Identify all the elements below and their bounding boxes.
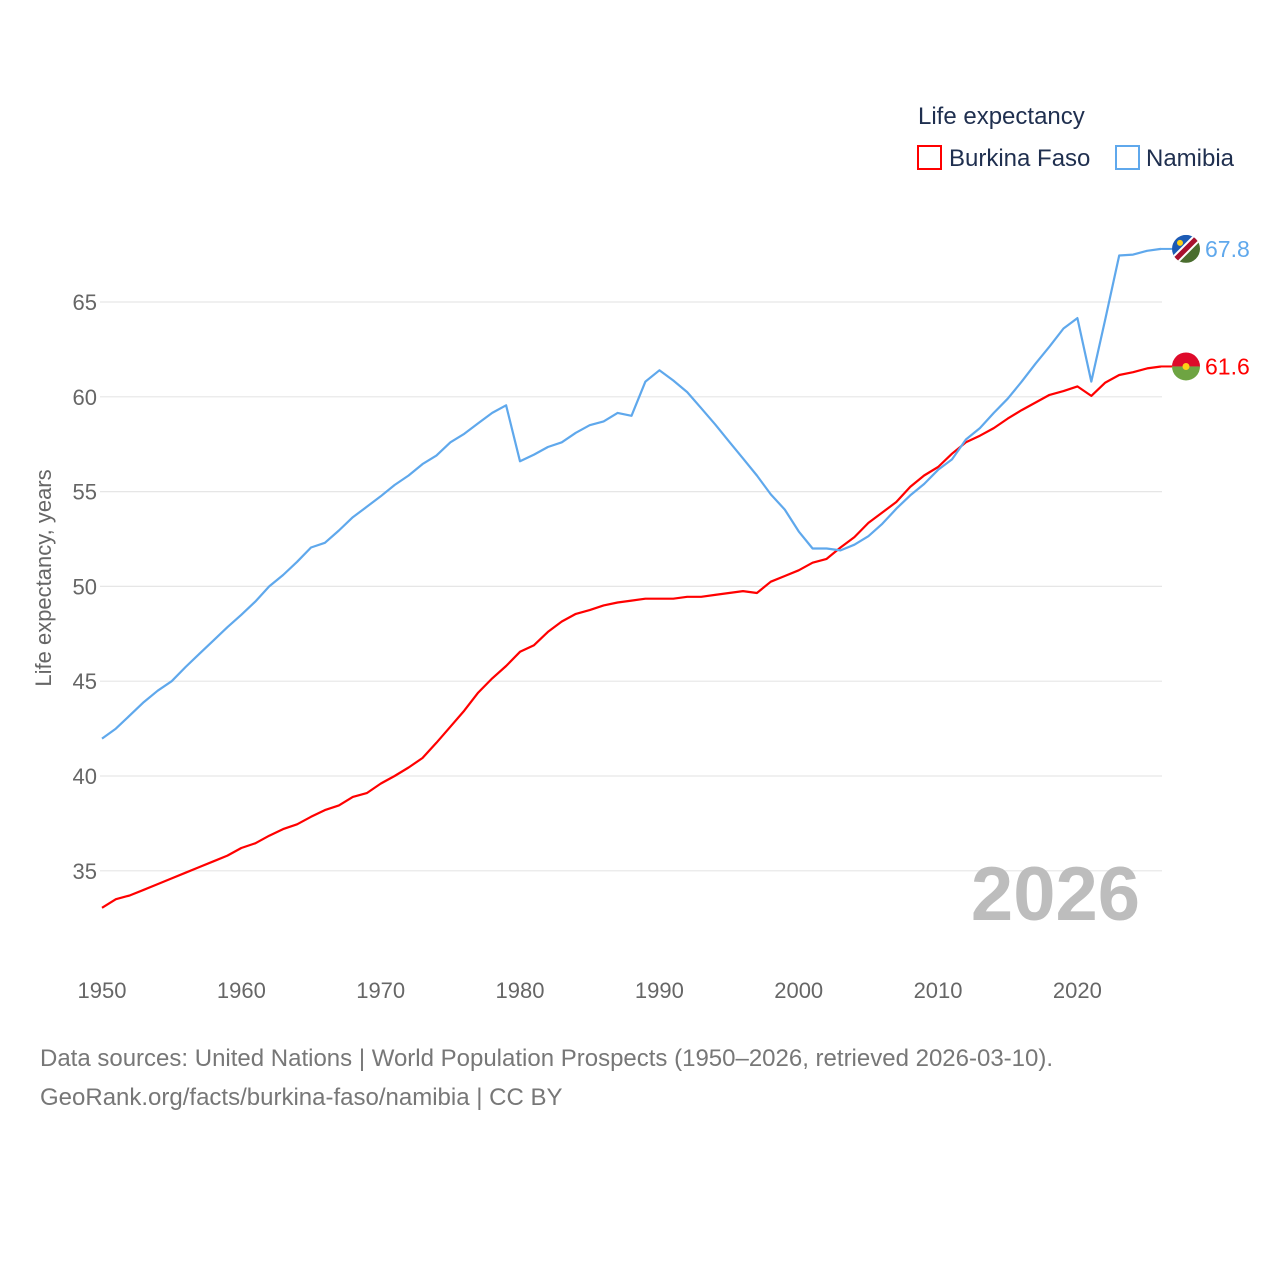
legend-item-namibia[interactable]: Namibia bbox=[1115, 145, 1235, 172]
series-line-namibia[interactable] bbox=[101, 247, 1162, 740]
y-tick-label: 45 bbox=[73, 669, 97, 694]
y-tick-label: 60 bbox=[73, 385, 97, 410]
y-tick-label: 35 bbox=[73, 859, 97, 884]
x-tick-label: 2020 bbox=[1053, 978, 1102, 1003]
end-value-label: 61.6 bbox=[1205, 353, 1250, 379]
x-axis-ticks: 1950 1960 1970 1980 1990 2000 2010 2020 bbox=[78, 978, 1102, 1003]
series-lines bbox=[101, 247, 1162, 909]
y-tick-label: 50 bbox=[73, 574, 97, 599]
legend-label: Burkina Faso bbox=[949, 145, 1090, 172]
series-end-labels: 61.6 67.8 bbox=[1161, 234, 1250, 381]
x-tick-label: 1960 bbox=[217, 978, 266, 1003]
footer-link[interactable]: GeoRank.org/facts/burkina-faso/namibia |… bbox=[40, 1084, 563, 1111]
legend-swatch bbox=[1115, 145, 1140, 170]
y-tick-label: 55 bbox=[73, 480, 97, 505]
end-value-label: 67.8 bbox=[1205, 236, 1250, 262]
y-tick-label: 65 bbox=[73, 290, 97, 315]
y-tick-label: 40 bbox=[73, 764, 97, 789]
x-tick-label: 2000 bbox=[774, 978, 823, 1003]
series-line-burkina-faso[interactable] bbox=[101, 365, 1162, 909]
namibia-flag-icon bbox=[1172, 234, 1200, 263]
legend-title: Life expectancy bbox=[918, 103, 1085, 130]
x-tick-label: 1980 bbox=[496, 978, 545, 1003]
year-watermark: 2026 bbox=[971, 852, 1140, 937]
legend-item-burkina-faso[interactable]: Burkina Faso bbox=[917, 145, 1090, 172]
gridlines bbox=[100, 301, 1162, 872]
legend-swatch bbox=[917, 145, 942, 170]
y-axis-ticks: 35 40 45 50 55 60 65 bbox=[73, 290, 97, 884]
burkina-faso-flag-icon bbox=[1172, 352, 1200, 381]
x-tick-label: 1990 bbox=[635, 978, 684, 1003]
legend-label: Namibia bbox=[1146, 145, 1235, 172]
y-axis-label: Life expectancy, years bbox=[31, 469, 56, 686]
legend: Life expectancy Burkina Faso Namibia bbox=[917, 103, 1235, 172]
x-tick-label: 2010 bbox=[914, 978, 963, 1003]
x-tick-label: 1950 bbox=[78, 978, 127, 1003]
x-tick-label: 1970 bbox=[356, 978, 405, 1003]
footer-sources: Data sources: United Nations | World Pop… bbox=[40, 1045, 1054, 1072]
